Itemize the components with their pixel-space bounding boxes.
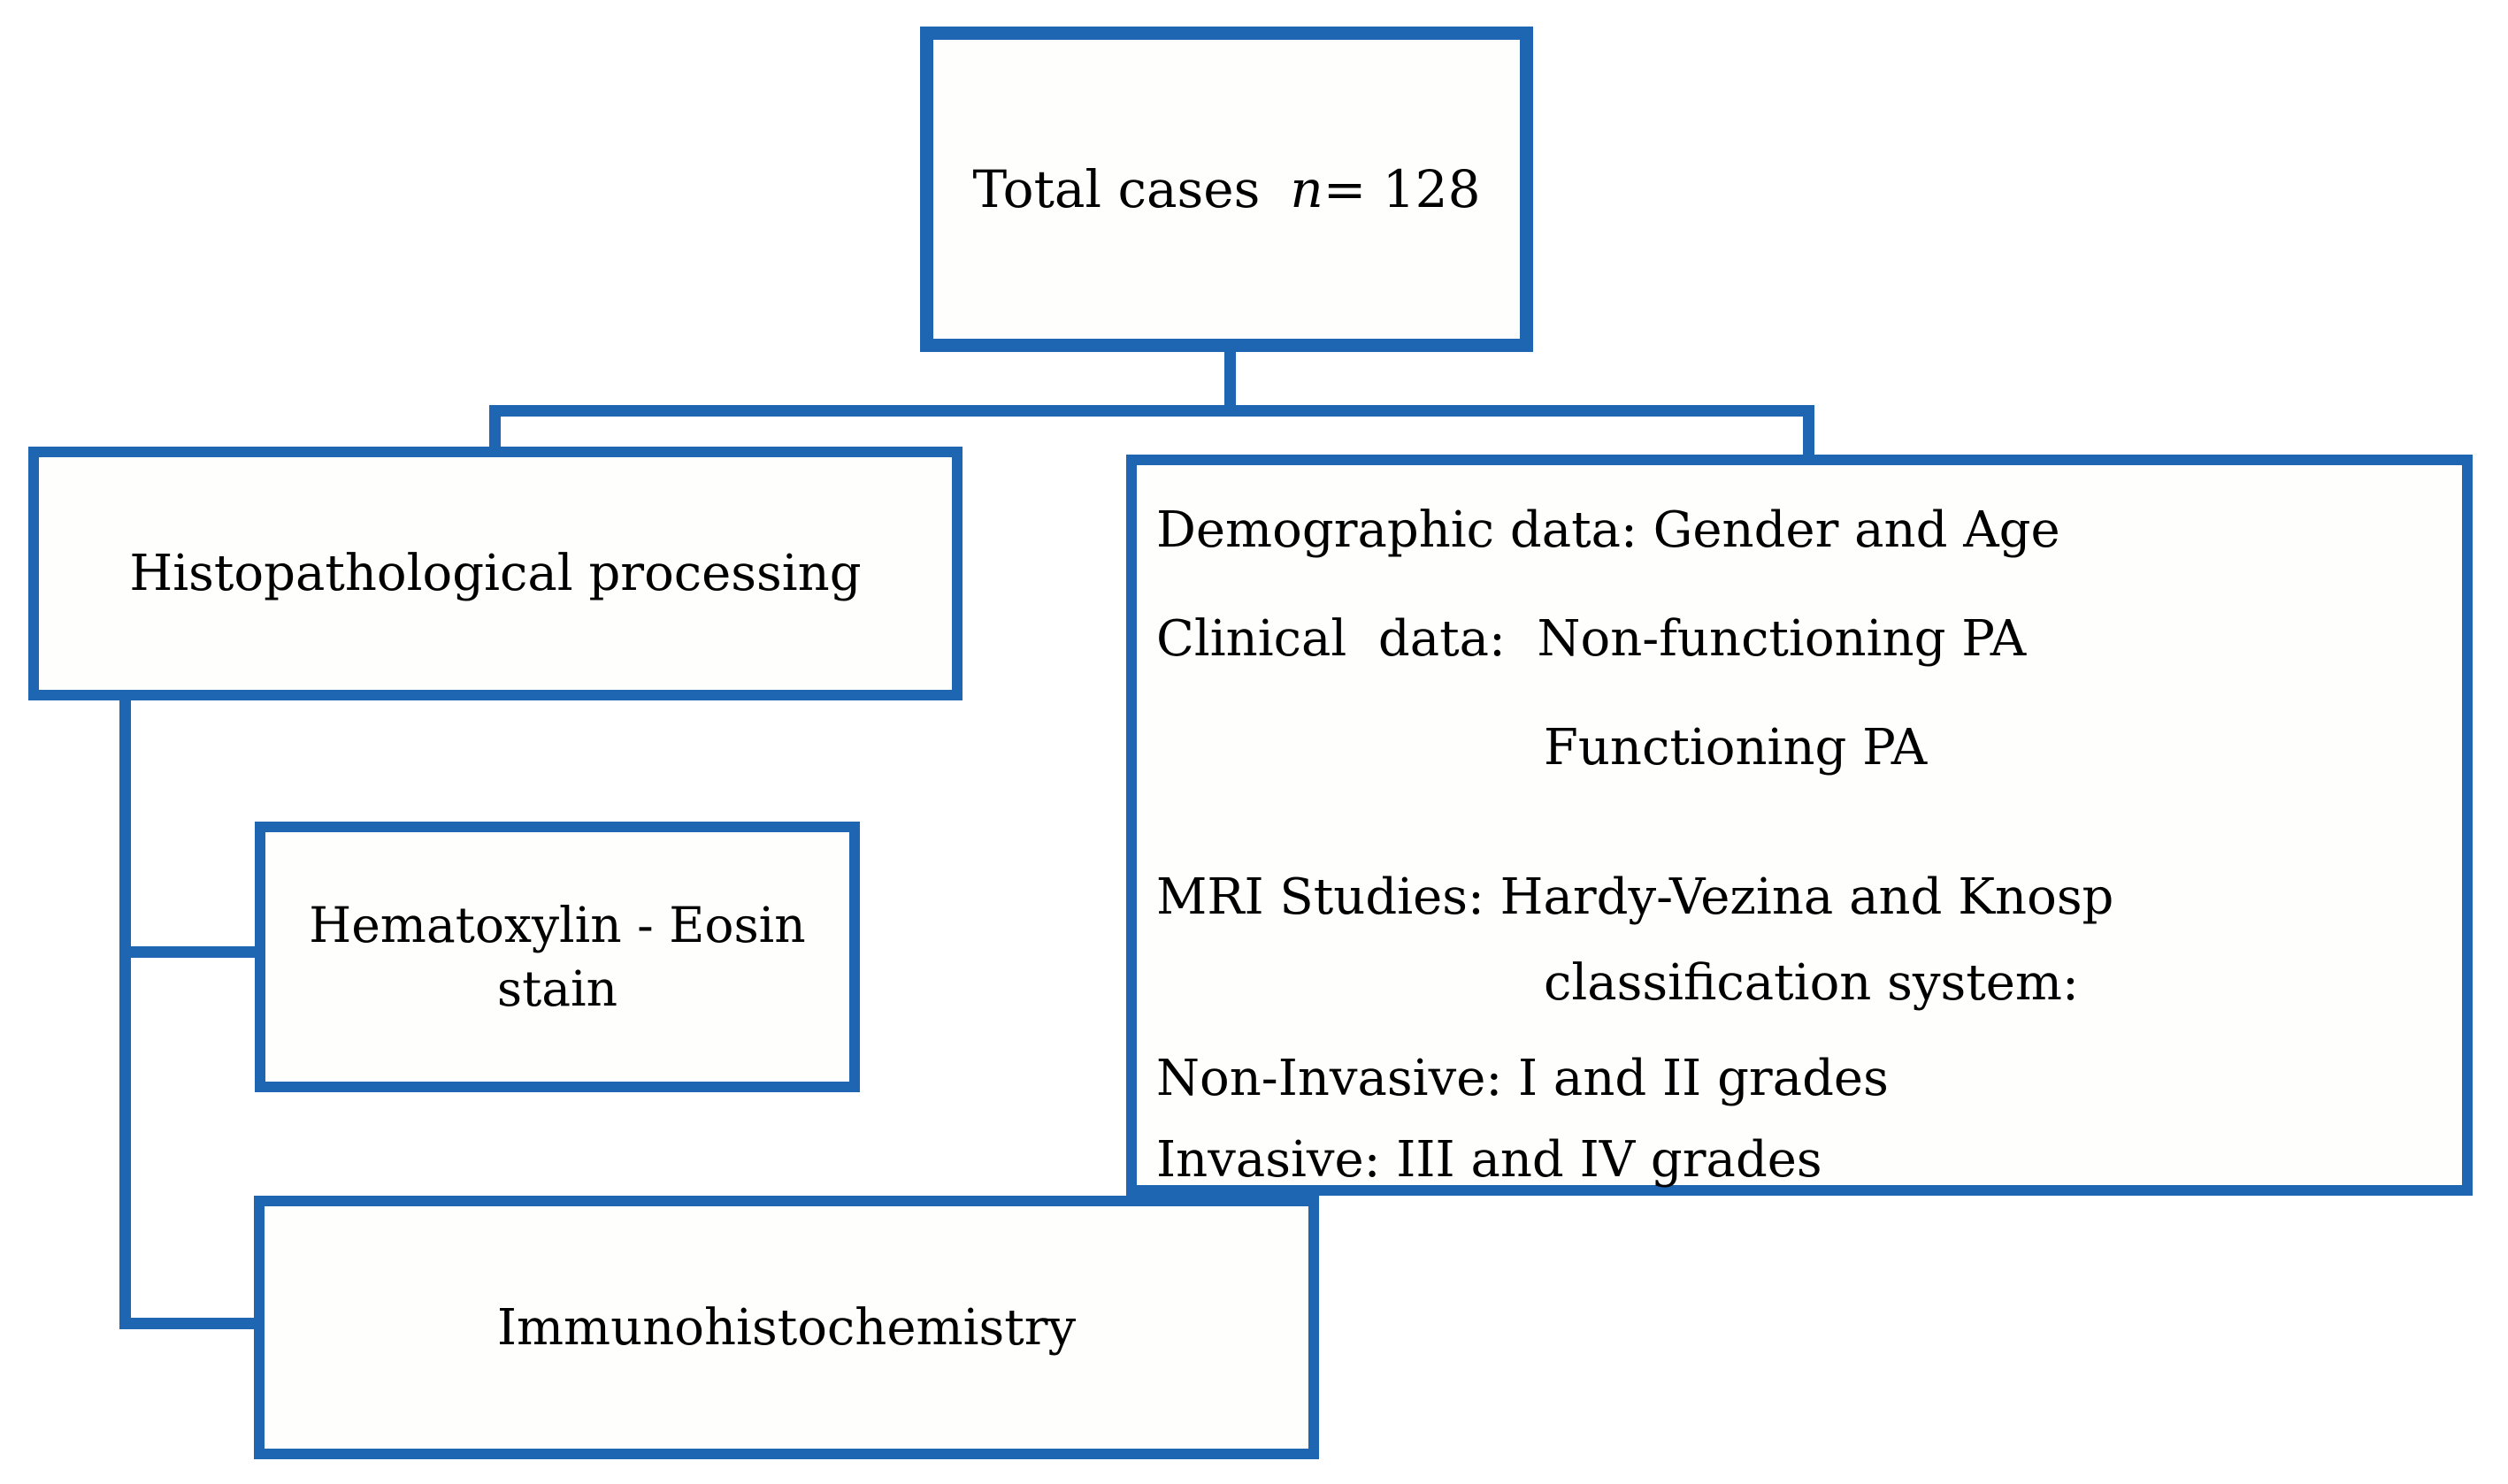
clinical-data-box: Demographic data: Gender and Age Clinica…: [1126, 455, 2473, 1196]
connector-branch-left-elbow: [489, 405, 501, 457]
connector-hematoxylin-stub: [119, 946, 265, 958]
connector-branch-horizontal: [489, 405, 1814, 417]
histopathological-label: Histopathological processing: [129, 545, 862, 602]
hematoxylin-eosin-box: Hematoxylin - Eosin stain: [255, 822, 860, 1092]
clinical-data-line: Clinical data: Non-functioning PA: [1156, 610, 2027, 668]
total-cases-label: Total cases: [972, 159, 1261, 219]
total-cases-value: = 128: [1323, 159, 1481, 219]
hematoxylin-line1: Hematoxylin - Eosin: [309, 897, 806, 953]
total-cases-box: Total cases n = 128: [920, 27, 1533, 352]
mri-studies-line: MRI Studies: Hardy-Vezina and Knosp: [1156, 868, 2114, 926]
invasive-line: Invasive: III and IV grades: [1156, 1131, 1822, 1189]
histopathological-box: Histopathological processing: [28, 447, 963, 700]
connector-left-trunk: [119, 692, 131, 1329]
non-invasive-line: Non-Invasive: I and II grades: [1156, 1050, 1889, 1107]
hematoxylin-line2: stain: [496, 960, 618, 1017]
connector-branch-right-elbow: [1803, 405, 1814, 465]
immunohistochemistry-box: Immunohistochemistry: [254, 1196, 1319, 1459]
classification-system-line: classification system:: [1544, 954, 2079, 1012]
connector-top-stem: [1224, 350, 1236, 417]
total-cases-n: n: [1290, 159, 1323, 219]
demographic-data-line: Demographic data: Gender and Age: [1156, 501, 2060, 559]
immunohistochemistry-label: Immunohistochemistry: [496, 1298, 1077, 1357]
functioning-pa-line: Functioning PA: [1544, 719, 1928, 776]
connector-immuno-stub: [119, 1318, 265, 1329]
